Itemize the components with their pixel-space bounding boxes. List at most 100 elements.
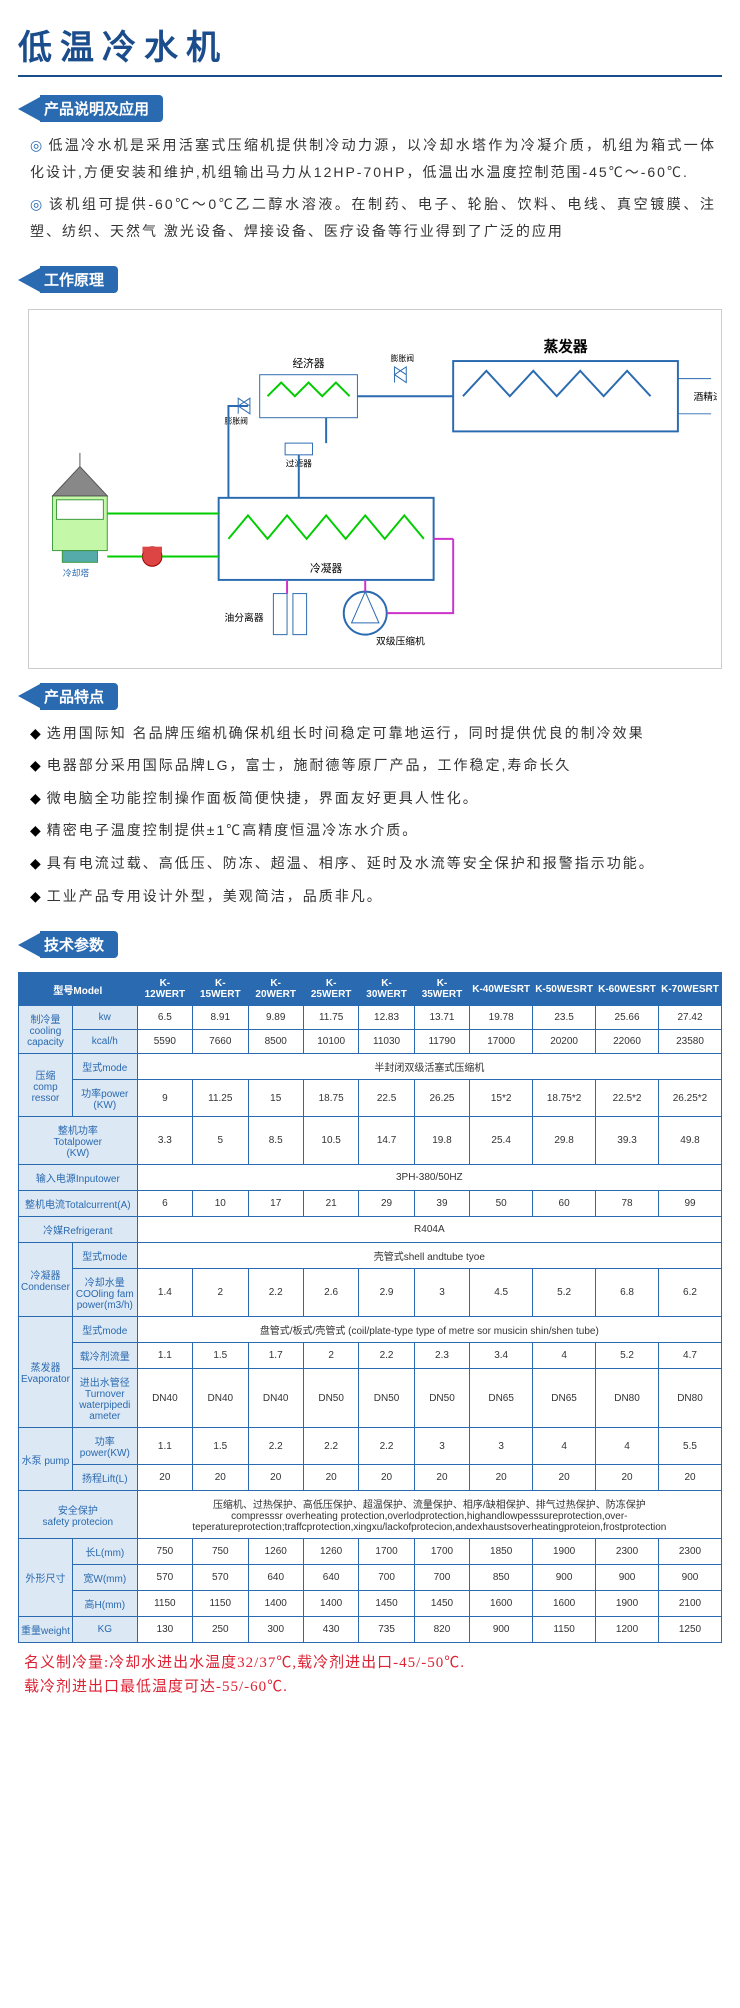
spec-cell: 26.25 bbox=[414, 1080, 469, 1117]
svg-text:油分离器: 油分离器 bbox=[225, 611, 264, 624]
spec-cell: 10100 bbox=[303, 1030, 358, 1054]
spec-cell: 18.75*2 bbox=[533, 1080, 596, 1117]
spec-cell: 3 bbox=[414, 1428, 469, 1465]
spec-cell: 冷媒Refrigerant bbox=[19, 1217, 138, 1243]
desc-p2: 该机组可提供-60℃～0℃乙二醇水溶液。在制药、电子、轮胎、饮料、电线、真空镀膜… bbox=[30, 191, 716, 244]
spec-cell: 整机电流Totalcurrent(A) bbox=[19, 1191, 138, 1217]
spec-cell: 5590 bbox=[137, 1030, 192, 1054]
spec-cell: 1150 bbox=[137, 1591, 192, 1617]
spec-cell: 19.8 bbox=[414, 1117, 469, 1165]
spec-cell: DN40 bbox=[248, 1369, 303, 1428]
spec-cell: 820 bbox=[414, 1617, 469, 1643]
spec-cell: 22.5 bbox=[359, 1080, 414, 1117]
spec-cell: 78 bbox=[596, 1191, 659, 1217]
spec-cell: 1450 bbox=[359, 1591, 414, 1617]
spec-cell: 1700 bbox=[359, 1539, 414, 1565]
spec-cell: 1600 bbox=[470, 1591, 533, 1617]
spec-header-cell: K-15WERT bbox=[193, 973, 248, 1006]
spec-header-cell: K-25WERT bbox=[303, 973, 358, 1006]
spec-cell: 22060 bbox=[596, 1030, 659, 1054]
spec-cell: 900 bbox=[533, 1565, 596, 1591]
spec-cell: DN40 bbox=[193, 1369, 248, 1428]
spec-cell: 17000 bbox=[470, 1030, 533, 1054]
arrow-icon bbox=[18, 684, 40, 708]
spec-cell: 功率power (KW) bbox=[72, 1080, 137, 1117]
spec-cell: DN50 bbox=[303, 1369, 358, 1428]
feature-item: 电器部分采用国际品牌LG，富士，施耐德等原厂产品，工作稳定,寿命长久 bbox=[30, 752, 716, 779]
feature-item: 选用国际知 名品牌压缩机确保机组长时间稳定可靠地运行，同时提供优良的制冷效果 bbox=[30, 720, 716, 747]
spec-cell: DN65 bbox=[533, 1369, 596, 1428]
spec-cell: 6.2 bbox=[659, 1269, 722, 1317]
spec-cell: 高H(mm) bbox=[72, 1591, 137, 1617]
spec-cell: 4.5 bbox=[470, 1269, 533, 1317]
spec-cell: 载冷剂流量 bbox=[72, 1343, 137, 1369]
svg-text:冷凝器: 冷凝器 bbox=[310, 562, 342, 575]
spec-cell: 宽W(mm) bbox=[72, 1565, 137, 1591]
spec-cell: kcal/h bbox=[72, 1030, 137, 1054]
spec-cell: 1.1 bbox=[137, 1428, 192, 1465]
spec-cell: 2.2 bbox=[248, 1428, 303, 1465]
spec-cell: 型式mode bbox=[72, 1054, 137, 1080]
spec-cell: 300 bbox=[248, 1617, 303, 1643]
spec-cell: 型式mode bbox=[72, 1317, 137, 1343]
feature-item: 工业产品专用设计外型，美观简洁，品质非凡。 bbox=[30, 883, 716, 910]
spec-cell: 1150 bbox=[193, 1591, 248, 1617]
spec-cell: 20 bbox=[193, 1465, 248, 1491]
spec-cell: 1.5 bbox=[193, 1428, 248, 1465]
spec-cell: 4 bbox=[596, 1428, 659, 1465]
spec-cell: 12.83 bbox=[359, 1006, 414, 1030]
spec-cell: 27.42 bbox=[659, 1006, 722, 1030]
spec-cell: 水泵 pump bbox=[19, 1428, 73, 1491]
spec-cell: 23580 bbox=[659, 1030, 722, 1054]
spec-cell: 8500 bbox=[248, 1030, 303, 1054]
arrow-icon bbox=[18, 97, 40, 121]
spec-cell: 2 bbox=[303, 1343, 358, 1369]
spec-cell: 25.4 bbox=[470, 1117, 533, 1165]
spec-cell: 11.25 bbox=[193, 1080, 248, 1117]
spec-cell: 25.66 bbox=[596, 1006, 659, 1030]
spec-table: 型号ModelK-12WERTK-15WERTK-20WERTK-25WERTK… bbox=[18, 972, 722, 1643]
spec-cell: 1.4 bbox=[137, 1269, 192, 1317]
desc-p1: 低温冷水机是采用活塞式压缩机提供制冷动力源，以冷却水塔作为冷凝介质，机组为箱式一… bbox=[30, 132, 716, 185]
spec-cell: 735 bbox=[359, 1617, 414, 1643]
features-body: 选用国际知 名品牌压缩机确保机组长时间稳定可靠地运行，同时提供优良的制冷效果电器… bbox=[18, 720, 722, 932]
spec-cell: 2.2 bbox=[303, 1428, 358, 1465]
spec-cell: 2.2 bbox=[248, 1269, 303, 1317]
spec-cell: 900 bbox=[470, 1617, 533, 1643]
spec-cell: 20 bbox=[659, 1465, 722, 1491]
spec-cell: 半封闭双级活塞式压缩机 bbox=[137, 1054, 721, 1080]
spec-cell: 23.5 bbox=[533, 1006, 596, 1030]
spec-cell: 2300 bbox=[596, 1539, 659, 1565]
spec-cell: 900 bbox=[596, 1565, 659, 1591]
section-header-principle: 工作原理 bbox=[18, 266, 118, 293]
spec-cell: 640 bbox=[248, 1565, 303, 1591]
desc-body: 低温冷水机是采用活塞式压缩机提供制冷动力源，以冷却水塔作为冷凝介质，机组为箱式一… bbox=[18, 132, 722, 266]
spec-cell: 8.5 bbox=[248, 1117, 303, 1165]
spec-cell: 盘管式/板式/壳管式 (coil/plate-type type of metr… bbox=[137, 1317, 721, 1343]
spec-cell: 19.78 bbox=[470, 1006, 533, 1030]
spec-cell: 49.8 bbox=[659, 1117, 722, 1165]
spec-header-cell: K-20WERT bbox=[248, 973, 303, 1006]
spec-cell: 850 bbox=[470, 1565, 533, 1591]
spec-cell: 6.5 bbox=[137, 1006, 192, 1030]
spec-cell: kw bbox=[72, 1006, 137, 1030]
spec-cell: 9 bbox=[137, 1080, 192, 1117]
spec-cell: 重量weight bbox=[19, 1617, 73, 1643]
feature-item: 精密电子温度控制提供±1℃高精度恒温冷冻水介质。 bbox=[30, 817, 716, 844]
spec-cell: DN80 bbox=[659, 1369, 722, 1428]
spec-header-cell: K-12WERT bbox=[137, 973, 192, 1006]
svg-text:酒精进出口: 酒精进出口 bbox=[694, 390, 717, 403]
spec-cell: 2 bbox=[193, 1269, 248, 1317]
svg-text:经济器: 经济器 bbox=[292, 357, 324, 370]
spec-cell: 130 bbox=[137, 1617, 192, 1643]
spec-cell: 制冷量 cooling capacity bbox=[19, 1006, 73, 1054]
spec-cell: 11.75 bbox=[303, 1006, 358, 1030]
spec-cell: 1260 bbox=[248, 1539, 303, 1565]
spec-cell: 2.2 bbox=[359, 1428, 414, 1465]
spec-cell: 1400 bbox=[303, 1591, 358, 1617]
spec-cell: 1.1 bbox=[137, 1343, 192, 1369]
spec-cell: 3 bbox=[470, 1428, 533, 1465]
spec-cell: 5 bbox=[193, 1117, 248, 1165]
spec-cell: 5.5 bbox=[659, 1428, 722, 1465]
section-label: 工作原理 bbox=[40, 266, 118, 293]
